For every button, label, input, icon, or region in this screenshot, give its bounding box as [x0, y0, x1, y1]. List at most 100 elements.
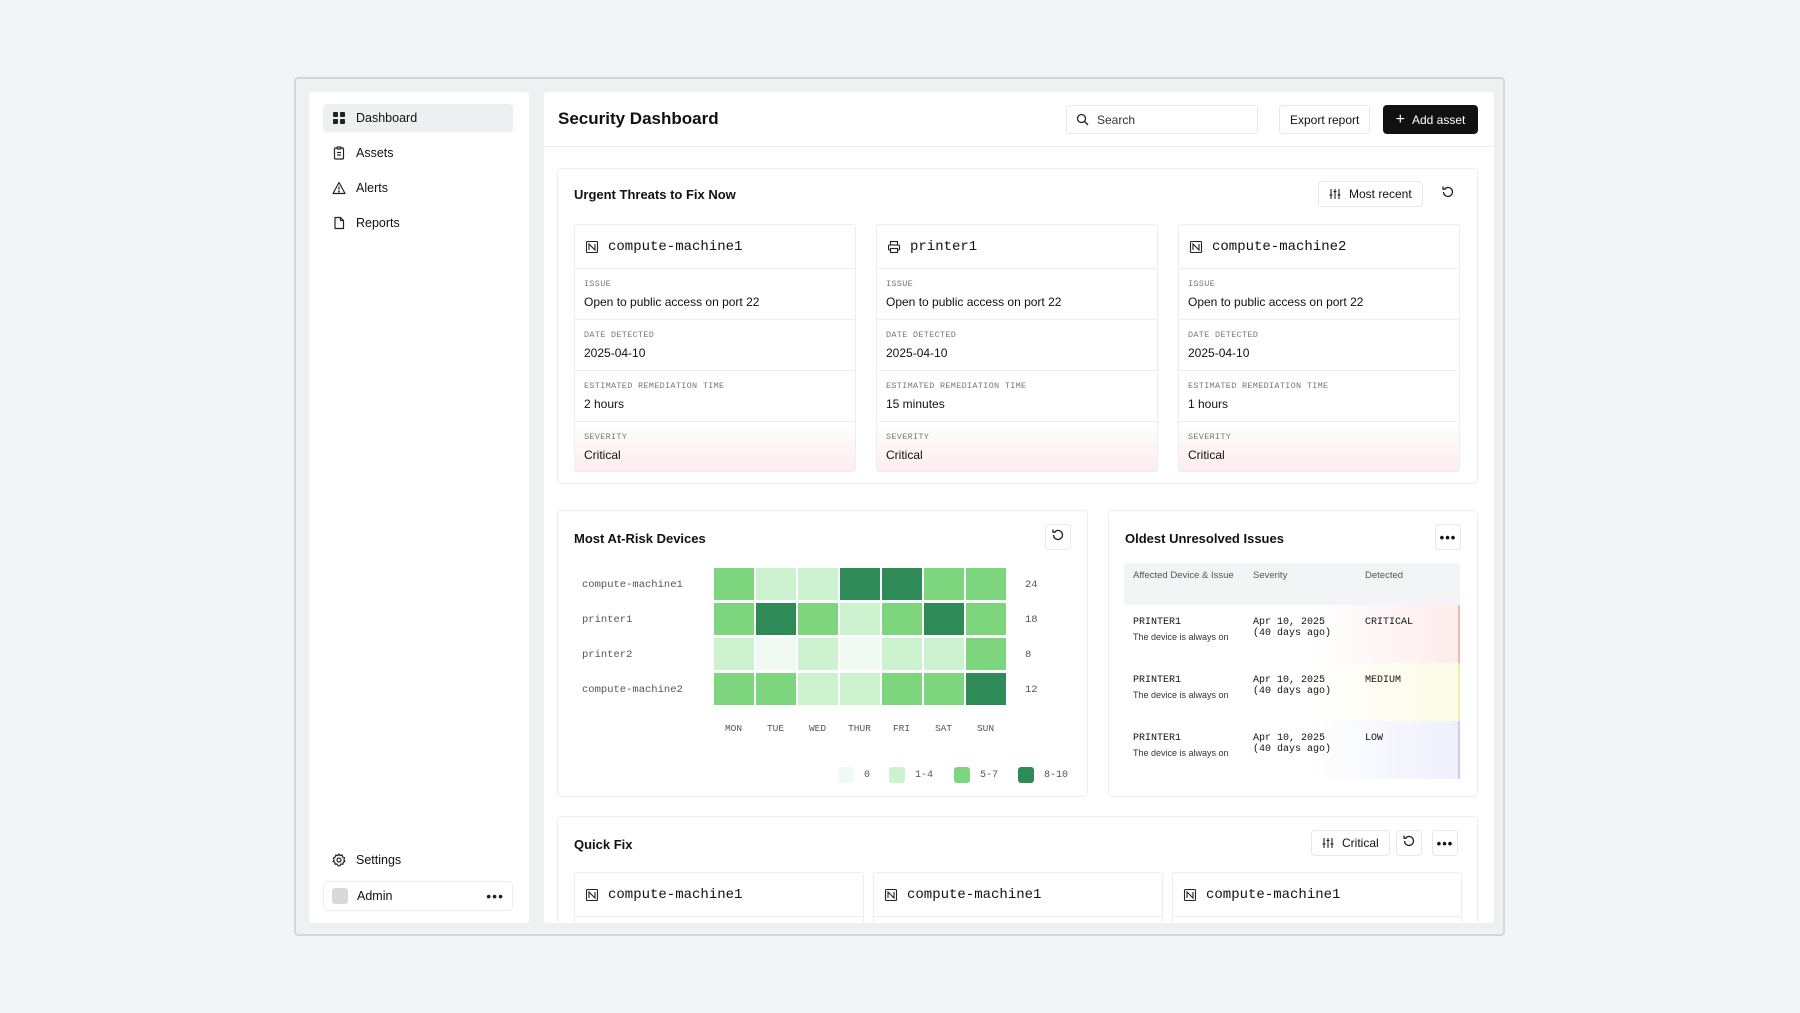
legend-label: 1-4: [915, 769, 934, 781]
quick-fix-card[interactable]: compute-machine1: [574, 872, 864, 923]
sidebar-item-dashboard[interactable]: Dashboard: [323, 104, 513, 132]
threat-card[interactable]: compute-machine1 Issue Open to public acc…: [574, 224, 856, 472]
sidebar-item-reports[interactable]: Reports: [323, 209, 513, 237]
device-name: compute-machine1: [608, 886, 743, 903]
heatmap-row-total: 12: [1025, 684, 1038, 696]
heatmap-cell[interactable]: [924, 673, 964, 705]
quick-fix-card[interactable]: compute-machine1: [1172, 872, 1462, 923]
sidebar-nav: Dashboard Assets Alerts Reports: [323, 104, 513, 244]
sliders-icon: [1322, 837, 1334, 849]
heatmap-cell[interactable]: [714, 638, 754, 670]
sidebar: Dashboard Assets Alerts Reports: [309, 92, 529, 923]
severity-value: Critical: [1188, 448, 1225, 462]
device-name: printer1: [910, 238, 978, 255]
heatmap-row-total: 24: [1025, 579, 1038, 591]
heatmap-cell[interactable]: [840, 568, 880, 600]
heatmap-day-label: MON: [724, 723, 743, 734]
heatmap-cell[interactable]: [798, 638, 838, 670]
table-row[interactable]: PRINTER1 The device is always on Apr 10, …: [1124, 663, 1460, 721]
filter-button[interactable]: Critical: [1311, 830, 1390, 856]
refresh-button[interactable]: [1396, 830, 1422, 856]
heatmap-cell[interactable]: [840, 603, 880, 635]
more-options-button[interactable]: •••: [1435, 524, 1461, 550]
severity-label: Severity: [584, 432, 628, 442]
user-menu[interactable]: Admin •••: [323, 881, 513, 911]
legend-item: 5-7: [954, 767, 998, 783]
remediation-value: 15 minutes: [886, 397, 945, 411]
legend-item: 1-4: [889, 767, 933, 783]
threat-card[interactable]: printer1 Issue Open to public access on p…: [876, 224, 1158, 472]
remediation-label: Estimated remediation time: [1188, 381, 1329, 391]
heatmap-cell[interactable]: [798, 673, 838, 705]
more-icon[interactable]: •••: [486, 888, 504, 904]
heatmap-cell[interactable]: [714, 568, 754, 600]
header: Security Dashboard Search Export report …: [544, 92, 1494, 147]
heatmap-cell[interactable]: [966, 568, 1006, 600]
refresh-button[interactable]: [1045, 524, 1071, 550]
heatmap-cell[interactable]: [798, 603, 838, 635]
sidebar-item-label: Assets: [356, 146, 394, 160]
export-report-button[interactable]: Export report: [1279, 105, 1371, 134]
date-value: 2025-04-10: [886, 346, 948, 360]
device-name: compute-machine1: [608, 238, 743, 255]
heatmap-cell[interactable]: [882, 568, 922, 600]
heatmap-cell[interactable]: [966, 638, 1006, 670]
heatmap-cell[interactable]: [840, 638, 880, 670]
at-risk-title: Most At-Risk Devices: [574, 531, 706, 546]
quick-fix-card[interactable]: compute-machine1: [873, 872, 1163, 923]
sidebar-item-assets[interactable]: Assets: [323, 139, 513, 167]
heatmap-cell[interactable]: [756, 673, 796, 705]
sort-button[interactable]: Most recent: [1318, 181, 1423, 207]
heatmap-cell[interactable]: [756, 603, 796, 635]
device-name: PRINTER1: [1133, 617, 1182, 628]
threat-card[interactable]: compute-machine2 Issue Open to public acc…: [1178, 224, 1460, 472]
sort-label: Most recent: [1349, 187, 1412, 201]
main-content: Security Dashboard Search Export report …: [544, 92, 1494, 923]
heatmap-cell[interactable]: [882, 673, 922, 705]
legend-swatch: [954, 767, 970, 783]
heatmap-cell[interactable]: [714, 673, 754, 705]
sidebar-item-settings[interactable]: Settings: [332, 853, 401, 867]
refresh-button[interactable]: [1435, 181, 1461, 207]
server-icon: [1189, 240, 1203, 254]
severity-value: CRITICAL: [1365, 617, 1414, 628]
device-name: compute-machine2: [1212, 238, 1347, 255]
heatmap-cell[interactable]: [882, 638, 922, 670]
remediation-value: 2 hours: [584, 397, 625, 411]
detected-ago: (40 days ago): [1253, 686, 1332, 697]
at-risk-devices-panel: Most At-Risk Devices compute-machine1 pr…: [557, 510, 1088, 797]
search-input[interactable]: Search: [1066, 105, 1258, 134]
legend-item: 8-10: [1018, 767, 1068, 783]
heatmap-row-label: printer1: [582, 614, 633, 626]
urgent-threats-panel: Urgent Threats to Fix Now Most recent co…: [557, 168, 1478, 484]
heatmap-cell[interactable]: [924, 603, 964, 635]
heatmap-cell[interactable]: [714, 603, 754, 635]
heatmap-cell[interactable]: [966, 603, 1006, 635]
table-row[interactable]: PRINTER1 The device is always on Apr 10, …: [1124, 605, 1460, 663]
heatmap-cell[interactable]: [756, 568, 796, 600]
sidebar-item-alerts[interactable]: Alerts: [323, 174, 513, 202]
severity-value: Critical: [886, 448, 923, 462]
legend-swatch: [1018, 767, 1034, 783]
heatmap-cell[interactable]: [756, 638, 796, 670]
heatmap-cell[interactable]: [924, 568, 964, 600]
grid-icon: [332, 111, 346, 125]
date-label: Date detected: [584, 330, 655, 340]
remediation-value: 1 hours: [1188, 397, 1229, 411]
heatmap-cell[interactable]: [924, 638, 964, 670]
filter-label: Critical: [1342, 836, 1379, 850]
heatmap-cell[interactable]: [966, 673, 1006, 705]
more-options-button[interactable]: •••: [1432, 830, 1458, 856]
legend-swatch: [838, 767, 854, 783]
issue-label: Issue: [584, 279, 612, 289]
table-row[interactable]: PRINTER1 The device is always on Apr 10, …: [1124, 721, 1460, 779]
heatmap-day-label: TUE: [766, 723, 785, 734]
heatmap-cell[interactable]: [840, 673, 880, 705]
heatmap-row-total: 8: [1025, 649, 1032, 661]
page-title: Security Dashboard: [558, 109, 719, 128]
heatmap-cell[interactable]: [798, 568, 838, 600]
settings-label: Settings: [356, 853, 402, 867]
column-header: Detected: [1365, 570, 1404, 581]
heatmap-cell[interactable]: [882, 603, 922, 635]
add-asset-button[interactable]: + Add asset: [1383, 105, 1478, 134]
